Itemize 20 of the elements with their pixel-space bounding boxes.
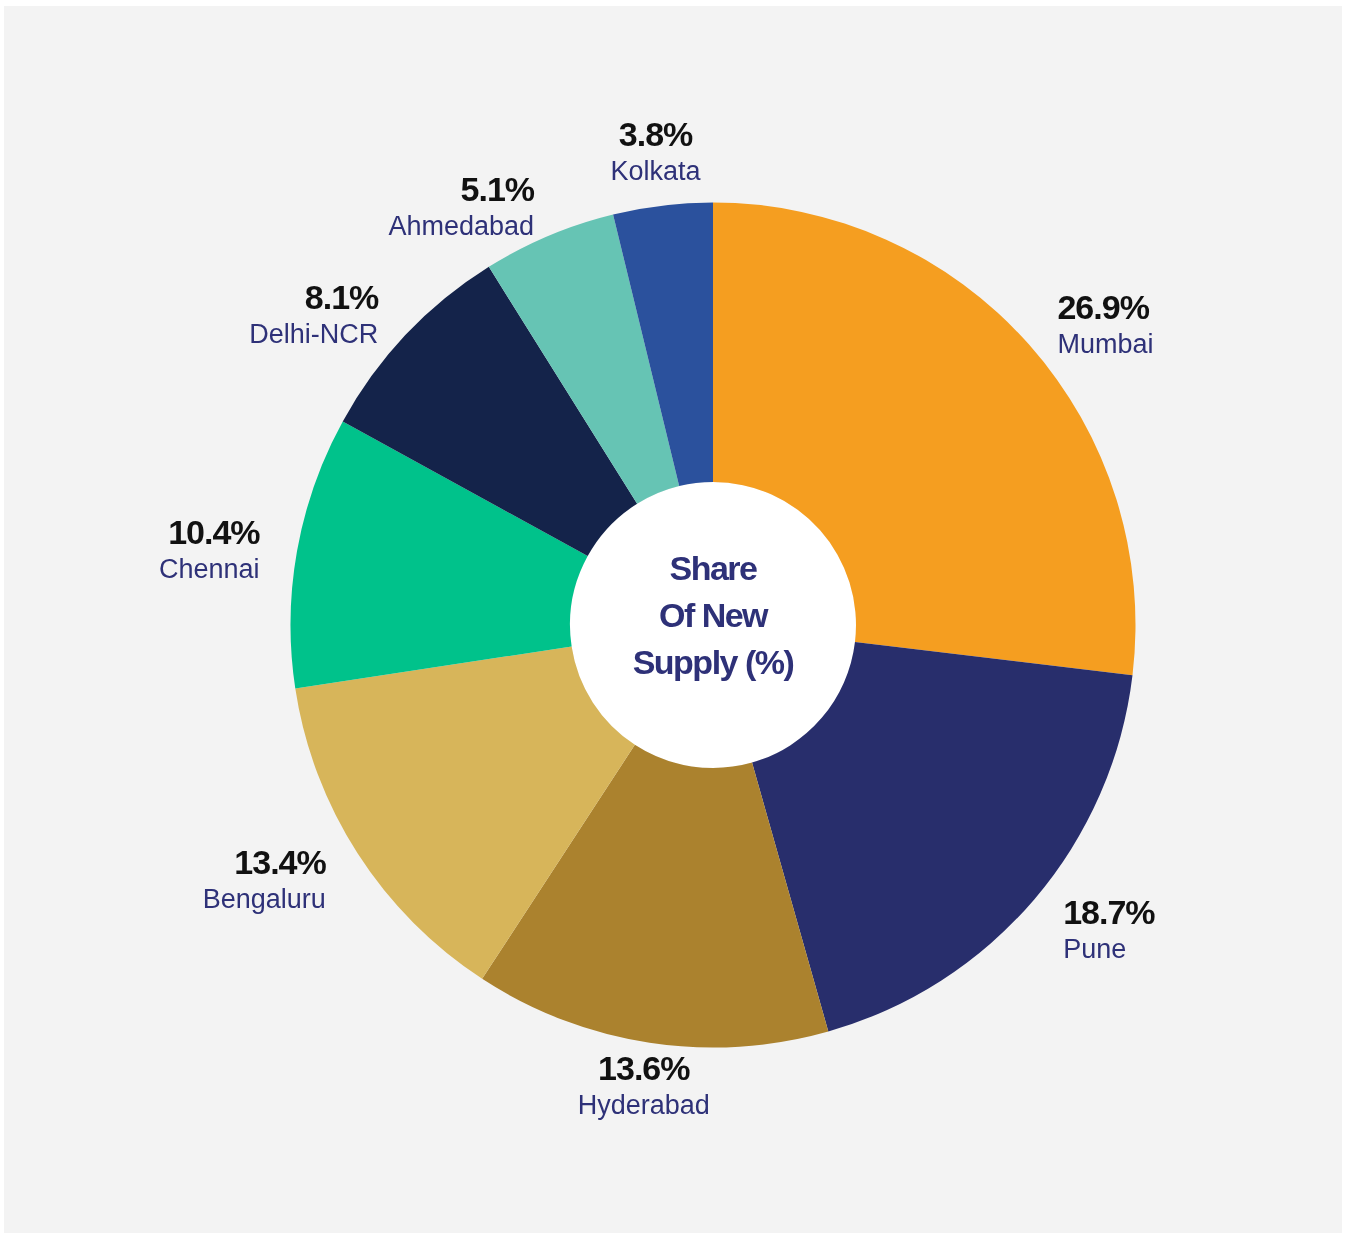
donut-slice bbox=[290, 421, 588, 689]
slice-label: Ahmedabad bbox=[388, 210, 535, 241]
data-label: 5.1% bbox=[460, 169, 535, 208]
data-label: 8.1% bbox=[304, 277, 380, 316]
donut-slice bbox=[482, 744, 829, 1048]
data-label: 10.4% bbox=[168, 513, 261, 552]
data-label: 13.4% bbox=[234, 843, 327, 882]
data-label: 26.9% bbox=[1057, 288, 1150, 327]
data-label: 18.7% bbox=[1063, 893, 1156, 932]
donut-slice bbox=[613, 202, 713, 487]
slice-label: Kolkata bbox=[610, 155, 702, 186]
text: Share Of New Supply (%) bbox=[632, 549, 794, 681]
slice-label: Chennai bbox=[159, 554, 260, 585]
data-label: 13.6% bbox=[598, 1049, 691, 1088]
data-label: 3.8% bbox=[618, 114, 694, 153]
slice-label: Hyderabad bbox=[577, 1090, 710, 1121]
slice-label: Pune bbox=[1063, 934, 1127, 965]
slice-label: Bengaluru bbox=[202, 884, 326, 915]
slice-label: Mumbai bbox=[1057, 329, 1154, 360]
slice-label: Delhi-NCR bbox=[249, 318, 379, 349]
